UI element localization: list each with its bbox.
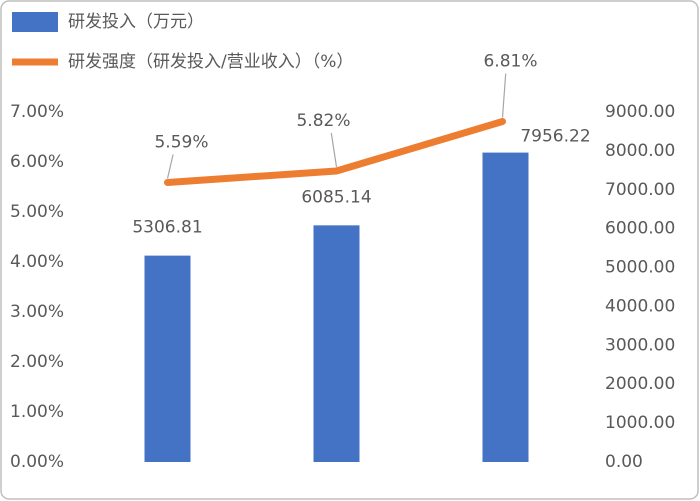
- y2-tick-label: 9000.00: [605, 102, 675, 122]
- leader-line: [166, 154, 174, 179]
- y2-tick-label: 8000.00: [605, 141, 675, 161]
- bar-value-label: 6085.14: [301, 187, 371, 207]
- y-tick-label: 0.00%: [10, 452, 64, 472]
- y2-tick-label: 3000.00: [605, 335, 675, 355]
- bar-value-label: 7956.22: [520, 127, 590, 147]
- line-value-label: 5.59%: [154, 133, 208, 153]
- line-value-label: 6.81%: [483, 52, 537, 72]
- y2-tick-label: 1000.00: [605, 413, 675, 433]
- y2-tick-label: 5000.00: [605, 258, 675, 278]
- legend-label: 研发强度（研发投入/营业收入）（%）: [68, 52, 353, 72]
- bar-value-label: 5306.81: [132, 218, 202, 238]
- bar: [313, 225, 360, 462]
- y-tick-label: 4.00%: [10, 252, 64, 272]
- bar: [482, 152, 529, 463]
- line-value-label: 5.82%: [296, 111, 350, 131]
- bar: [144, 255, 191, 462]
- line: [164, 118, 506, 186]
- legend-label: 研发投入（万元）: [68, 12, 204, 32]
- leader-line: [501, 73, 507, 118]
- legend-swatch: [12, 12, 58, 32]
- y-tick-label: 1.00%: [10, 402, 64, 422]
- y2-tick-label: 7000.00: [605, 180, 675, 200]
- y2-tick-label: 2000.00: [605, 374, 675, 394]
- y-tick-label: 7.00%: [10, 102, 64, 122]
- y2-tick-label: 0.00: [605, 452, 643, 472]
- y2-tick-label: 4000.00: [605, 296, 675, 316]
- y-tick-label: 3.00%: [10, 302, 64, 322]
- y2-tick-label: 6000.00: [605, 219, 675, 239]
- leader-line: [330, 132, 338, 168]
- y-tick-label: 6.00%: [10, 152, 64, 172]
- y-tick-label: 2.00%: [10, 352, 64, 372]
- y-tick-label: 5.00%: [10, 202, 64, 222]
